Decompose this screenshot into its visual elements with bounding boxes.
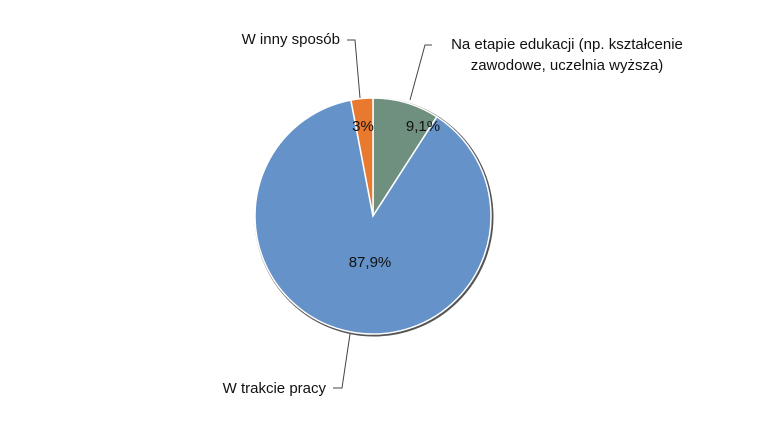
value-label: 87,9% xyxy=(349,254,392,271)
leader-line xyxy=(333,333,351,389)
category-label: W trakcie pracy xyxy=(222,380,326,397)
leader-line xyxy=(347,39,361,99)
value-label: 9,1% xyxy=(406,118,440,135)
value-label: 3% xyxy=(352,118,374,135)
leader-line xyxy=(409,44,432,101)
category-label: W inny sposób xyxy=(241,31,340,48)
category-label: Na etapie edukacji (np. kształcenie zawo… xyxy=(451,36,683,74)
pie-slice xyxy=(254,99,492,335)
pie-slice xyxy=(350,97,374,217)
